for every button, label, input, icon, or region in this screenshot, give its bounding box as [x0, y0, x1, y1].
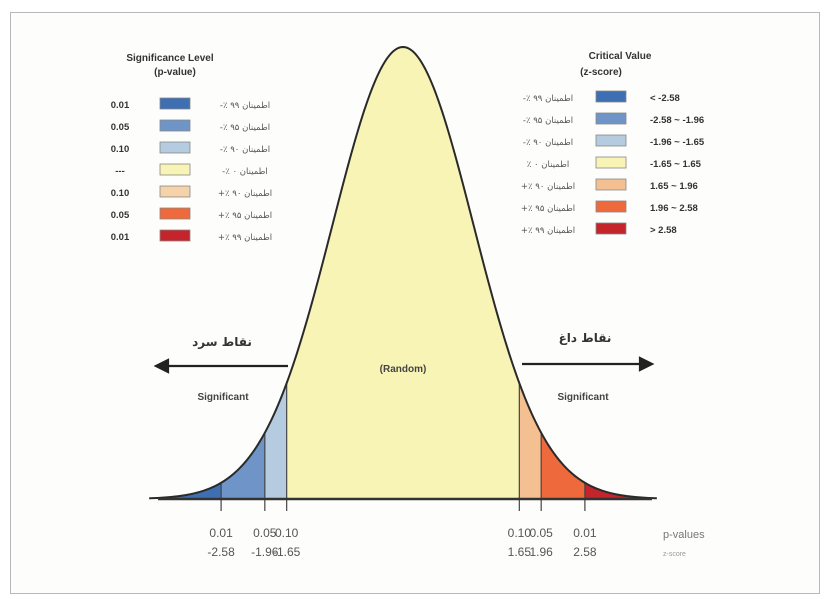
- region-3: [286, 47, 520, 499]
- left-legend: Significance Level (p-value) 0.01 -٪ اطمی…: [111, 53, 272, 243]
- tick-z-0: -2.58: [207, 545, 235, 559]
- right-legend-title: Critical Value: [589, 51, 652, 62]
- tick-p-4: 0.05: [530, 526, 554, 540]
- left-legend-value-6: 0.01: [111, 232, 130, 243]
- hot-spots-label: نقاط داغ: [559, 331, 612, 345]
- right-legend-value-4: 1.65 ~ 1.96: [650, 181, 698, 192]
- left-legend-note-1: -٪ اطمینان ۹۵: [220, 123, 270, 133]
- left-legend-swatch-0: [159, 97, 191, 110]
- x-axis-sublabel: z-score: [663, 551, 686, 558]
- right-legend-note-3: ٪ اطمینان ۰: [527, 160, 570, 170]
- left-legend-swatch-2: [159, 141, 191, 154]
- right-legend-value-6: > 2.58: [650, 225, 677, 236]
- left-legend-note-0: -٪ اطمینان ۹۹: [220, 101, 270, 111]
- right-legend-note-4: +٪ اطمینان ۹۰: [521, 182, 575, 192]
- right-legend-swatch-3: [595, 156, 627, 169]
- left-legend-value-5: 0.05: [111, 210, 130, 221]
- bell-curve: [149, 45, 657, 500]
- right-legend-note-1: -٪ اطمینان ۹۵: [523, 116, 573, 126]
- region-0: [149, 482, 222, 499]
- tick-z-1: -1.96: [251, 545, 279, 559]
- tick-p-2: 0.10: [275, 526, 299, 540]
- region-6: [584, 482, 657, 499]
- left-legend-value-1: 0.05: [111, 122, 130, 133]
- tick-p-0: 0.01: [209, 526, 233, 540]
- right-legend-swatch-1: [595, 112, 627, 125]
- left-legend-note-2: -٪ اطمینان ۹۰: [220, 145, 270, 155]
- left-legend-note-6: +٪ اطمینان ۹۹: [218, 233, 272, 243]
- left-legend-value-2: 0.10: [111, 144, 130, 155]
- tick-p-1: 0.05: [253, 526, 277, 540]
- left-legend-note-5: +٪ اطمینان ۹۵: [218, 211, 272, 221]
- left-legend-value-0: 0.01: [111, 100, 130, 111]
- tick-z-3: 1.65: [508, 545, 532, 559]
- left-region-label: Significant: [197, 392, 249, 403]
- left-legend-note-3: -٪ اطمینان ۰: [222, 167, 268, 177]
- right-legend-swatch-0: [595, 90, 627, 103]
- right-legend-swatch-2: [595, 134, 627, 147]
- right-legend-note-2: -٪ اطمینان ۹۰: [523, 138, 573, 148]
- tick-z-4: 1.96: [530, 545, 554, 559]
- right-legend-subtitle: (z-score): [580, 67, 622, 78]
- right-legend-note-5: +٪ اطمینان ۹۵: [521, 204, 575, 214]
- x-axis-ticks: 0.01 -2.58 0.05 -1.96 0.10 -1.65 0.10 1.65 0.05 1…: [207, 526, 596, 559]
- right-legend-swatch-4: [595, 178, 627, 191]
- center-label: (Random): [380, 364, 427, 375]
- tick-p-5: 0.01: [573, 526, 597, 540]
- left-legend-value-4: 0.10: [111, 188, 130, 199]
- left-legend-swatch-1: [159, 119, 191, 132]
- region-dividers: [220, 383, 586, 511]
- right-legend-value-1: -2.58 ~ -1.96: [650, 115, 704, 126]
- region-4: [519, 383, 542, 499]
- right-legend-value-2: -1.96 ~ -1.65: [650, 137, 705, 148]
- right-legend-value-3: -1.65 ~ 1.65: [650, 159, 702, 170]
- left-legend-swatch-6: [159, 229, 191, 242]
- tick-p-3: 0.10: [508, 526, 532, 540]
- tick-z-5: 2.58: [573, 545, 597, 559]
- right-legend-note-6: +٪ اطمینان ۹۹: [521, 226, 575, 236]
- cold-spots-label: نقاط سرد: [192, 335, 252, 349]
- left-legend-swatch-3: [159, 163, 191, 176]
- left-legend-value-3: ---: [115, 166, 125, 177]
- right-legend: Critical Value (z-score) -٪ اطمینان ۹۹ < …: [521, 51, 705, 236]
- right-legend-swatch-6: [595, 222, 627, 235]
- curve-regions: [149, 47, 657, 499]
- right-legend-value-5: 1.96 ~ 2.58: [650, 203, 698, 214]
- right-arrow: [522, 356, 655, 372]
- left-legend-title: Significance Level: [126, 53, 213, 64]
- right-legend-note-0: -٪ اطمینان ۹۹: [523, 94, 573, 104]
- right-legend-value-0: < -2.58: [650, 93, 680, 104]
- region-2: [264, 383, 287, 499]
- tick-z-2: -1.65: [273, 545, 301, 559]
- left-legend-swatch-5: [159, 207, 191, 220]
- right-region-label: Significant: [557, 392, 609, 403]
- left-legend-swatch-4: [159, 185, 191, 198]
- left-arrow: [153, 358, 288, 374]
- x-axis-label: p-values: [663, 529, 705, 541]
- right-legend-swatch-5: [595, 200, 627, 213]
- left-legend-note-4: +٪ اطمینان ۹۰: [218, 189, 272, 199]
- left-legend-subtitle: (p-value): [154, 67, 196, 78]
